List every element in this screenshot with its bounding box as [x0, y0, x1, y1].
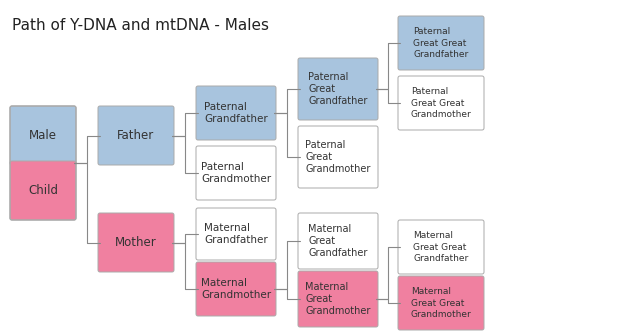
Text: Mother: Mother	[115, 236, 157, 249]
FancyBboxPatch shape	[10, 161, 76, 220]
Text: Maternal
Great
Grandmother: Maternal Great Grandmother	[305, 282, 371, 316]
FancyBboxPatch shape	[196, 146, 276, 200]
Text: Male: Male	[29, 129, 57, 142]
Text: Paternal
Great Great
Grandmother: Paternal Great Great Grandmother	[411, 87, 471, 118]
Text: Maternal
Great
Grandfather: Maternal Great Grandfather	[308, 224, 368, 259]
FancyBboxPatch shape	[398, 220, 484, 274]
Text: Paternal
Grandfather: Paternal Grandfather	[204, 102, 268, 124]
FancyBboxPatch shape	[298, 126, 378, 188]
Text: Maternal
Great Great
Grandmother: Maternal Great Great Grandmother	[411, 287, 471, 319]
Text: Paternal
Great
Grandfather: Paternal Great Grandfather	[308, 71, 368, 106]
FancyBboxPatch shape	[98, 213, 174, 272]
FancyBboxPatch shape	[398, 76, 484, 130]
Text: Paternal
Grandmother: Paternal Grandmother	[201, 162, 271, 184]
FancyBboxPatch shape	[196, 86, 276, 140]
Text: Father: Father	[117, 129, 155, 142]
FancyBboxPatch shape	[298, 213, 378, 269]
Text: Paternal
Great Great
Grandfather: Paternal Great Great Grandfather	[413, 27, 469, 59]
FancyBboxPatch shape	[196, 262, 276, 316]
FancyBboxPatch shape	[196, 208, 276, 260]
Text: Paternal
Great
Grandmother: Paternal Great Grandmother	[305, 140, 371, 174]
FancyBboxPatch shape	[398, 276, 484, 330]
Text: Maternal
Great Great
Grandfather: Maternal Great Great Grandfather	[413, 231, 469, 262]
FancyBboxPatch shape	[10, 106, 76, 165]
Text: Child: Child	[28, 184, 58, 197]
Text: Maternal
Grandfather: Maternal Grandfather	[204, 223, 268, 245]
Text: Maternal
Grandmother: Maternal Grandmother	[201, 278, 271, 300]
FancyBboxPatch shape	[98, 106, 174, 165]
FancyBboxPatch shape	[298, 271, 378, 327]
FancyBboxPatch shape	[398, 16, 484, 70]
Text: Path of Y-DNA and mtDNA - Males: Path of Y-DNA and mtDNA - Males	[12, 18, 269, 33]
FancyBboxPatch shape	[298, 58, 378, 120]
